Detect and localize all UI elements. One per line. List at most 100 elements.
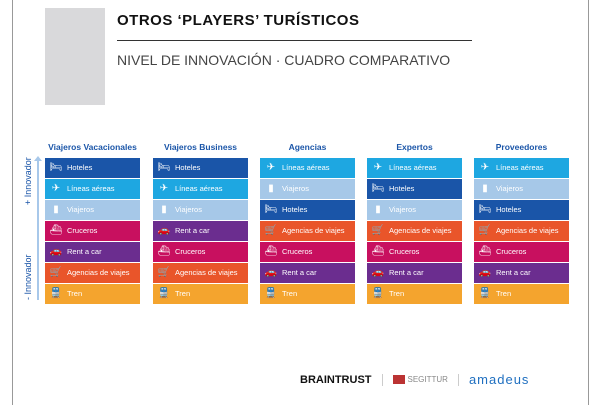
segittur-text: SEGITTUR [407, 375, 448, 384]
row-label: Cruceros [496, 247, 527, 257]
ranking-row: 🚗 Rent a car [474, 263, 569, 283]
decorative-square [45, 8, 105, 105]
ranking-row: 🛒 Agencias de viajes [367, 221, 462, 241]
plane-icon: ✈ [159, 183, 169, 195]
row-label: Líneas aéreas [282, 163, 330, 173]
train-icon: 🚆 [264, 288, 278, 300]
page-title: OTROS ‘PLAYERS’ TURÍSTICOS [117, 12, 360, 29]
row-label: Viajeros [282, 184, 309, 194]
ship-icon: ⛴ [157, 246, 171, 258]
ranking-row: ▮ Viajeros [474, 179, 569, 199]
ranking-row: 🛏 Hoteles [474, 200, 569, 220]
ranking-row: ⛴ Cruceros [260, 242, 355, 262]
ranking-row: 🛏 Hoteles [45, 158, 140, 178]
ranking-row: 🛒 Agencias de viajes [474, 221, 569, 241]
amadeus-logo: amadeus [468, 372, 530, 387]
row-label: Tren [175, 289, 191, 299]
column-4: Proveedores ✈ Líneas aéreas ▮ Viajeros 🛏 Hotel… [474, 142, 569, 305]
ranking-row: ⛴ Cruceros [474, 242, 569, 262]
row-label: Hoteles [389, 184, 415, 194]
bed-icon: 🛏 [478, 204, 492, 216]
car-icon: 🚗 [157, 225, 171, 237]
ranking-row: 🚆 Tren [45, 284, 140, 304]
cart-icon: 🛒 [264, 225, 278, 237]
row-label: Agencias de viajes [67, 268, 130, 278]
ranking-row: 🚆 Tren [153, 284, 248, 304]
ranking-row: ✈ Líneas aéreas [45, 179, 140, 199]
row-label: Cruceros [67, 226, 98, 236]
ship-icon: ⛴ [371, 246, 385, 258]
row-label: Líneas aéreas [496, 163, 544, 173]
column-title: Proveedores [495, 142, 548, 152]
column-title: Expertos [396, 142, 433, 152]
cart-icon: 🛒 [371, 225, 385, 237]
ranking-row: 🛒 Agencias de viajes [260, 221, 355, 241]
train-icon: 🚆 [478, 288, 492, 300]
column-3: Expertos ✈ Líneas aéreas 🛏 Hoteles ▮ Viajeros 🛒… [367, 142, 462, 305]
luggage-icon: ▮ [268, 183, 274, 195]
car-icon: 🚗 [49, 246, 63, 258]
row-label: Cruceros [389, 247, 420, 257]
row-label: Tren [389, 289, 405, 299]
segittur-logo: SEGITTUR [392, 375, 448, 384]
ship-icon: ⛴ [49, 225, 63, 237]
row-label: Rent a car [282, 268, 317, 278]
row-label: Hoteles [67, 163, 93, 173]
row-label: Rent a car [389, 268, 424, 278]
ship-icon: ⛴ [264, 246, 278, 258]
car-icon: 🚗 [478, 267, 492, 279]
row-label: Tren [282, 289, 298, 299]
plane-icon: ✈ [51, 183, 61, 195]
column-title: Agencias [288, 142, 327, 152]
ranking-row: ✈ Líneas aéreas [260, 158, 355, 178]
innovation-axis-arrow [34, 156, 42, 300]
row-label: Rent a car [67, 247, 102, 257]
cart-icon: 🛒 [157, 267, 171, 279]
row-label: Viajeros [496, 184, 523, 194]
row-label: Hoteles [282, 205, 308, 215]
plane-icon: ✈ [373, 162, 383, 174]
ranking-row: ✈ Líneas aéreas [367, 158, 462, 178]
ranking-row: 🚗 Rent a car [45, 242, 140, 262]
row-label: Agencias de viajes [282, 226, 345, 236]
row-label: Líneas aéreas [175, 184, 223, 194]
axis-label-bottom: - Innovador [23, 254, 33, 300]
car-icon: 🚗 [371, 267, 385, 279]
ranking-row: ▮ Viajeros [260, 179, 355, 199]
row-label: Agencias de viajes [175, 268, 238, 278]
row-label: Agencias de viajes [389, 226, 452, 236]
ranking-row: 🛏 Hoteles [153, 158, 248, 178]
ranking-row: 🚆 Tren [367, 284, 462, 304]
ranking-row: 🚗 Rent a car [367, 263, 462, 283]
ranking-row: 🚆 Tren [260, 284, 355, 304]
bed-icon: 🛏 [157, 162, 171, 174]
bed-icon: 🛏 [371, 183, 385, 195]
plane-icon: ✈ [266, 162, 276, 174]
braintrust-logo: BRAINTRUST [300, 373, 372, 386]
train-icon: 🚆 [157, 288, 171, 300]
row-label: Líneas aéreas [389, 163, 437, 173]
ranking-row: 🛒 Agencias de viajes [153, 263, 248, 283]
title-divider [117, 40, 472, 41]
ranking-row: 🚗 Rent a car [260, 263, 355, 283]
row-label: Agencias de viajes [496, 226, 559, 236]
frame-right [588, 0, 589, 405]
ranking-row: 🚆 Tren [474, 284, 569, 304]
row-label: Cruceros [282, 247, 313, 257]
ranking-row: 🛏 Hoteles [260, 200, 355, 220]
ranking-row: ✈ Líneas aéreas [474, 158, 569, 178]
car-icon: 🚗 [264, 267, 278, 279]
column-title: Viajeros Vacacionales [48, 142, 137, 152]
train-icon: 🚆 [371, 288, 385, 300]
ranking-row: ▮ Viajeros [45, 200, 140, 220]
luggage-icon: ▮ [482, 183, 488, 195]
logos: BRAINTRUST SEGITTUR amadeus [300, 372, 529, 387]
ranking-row: ▮ Viajeros [153, 200, 248, 220]
axis-label-top: + Innovador [23, 157, 33, 205]
page-subtitle: NIVEL DE INNOVACIÓN · CUADRO COMPARATIVO [117, 52, 451, 68]
row-label: Tren [496, 289, 512, 299]
luggage-icon: ▮ [375, 204, 381, 216]
row-label: Líneas aéreas [67, 184, 115, 194]
row-label: Viajeros [389, 205, 416, 215]
row-label: Rent a car [175, 226, 210, 236]
